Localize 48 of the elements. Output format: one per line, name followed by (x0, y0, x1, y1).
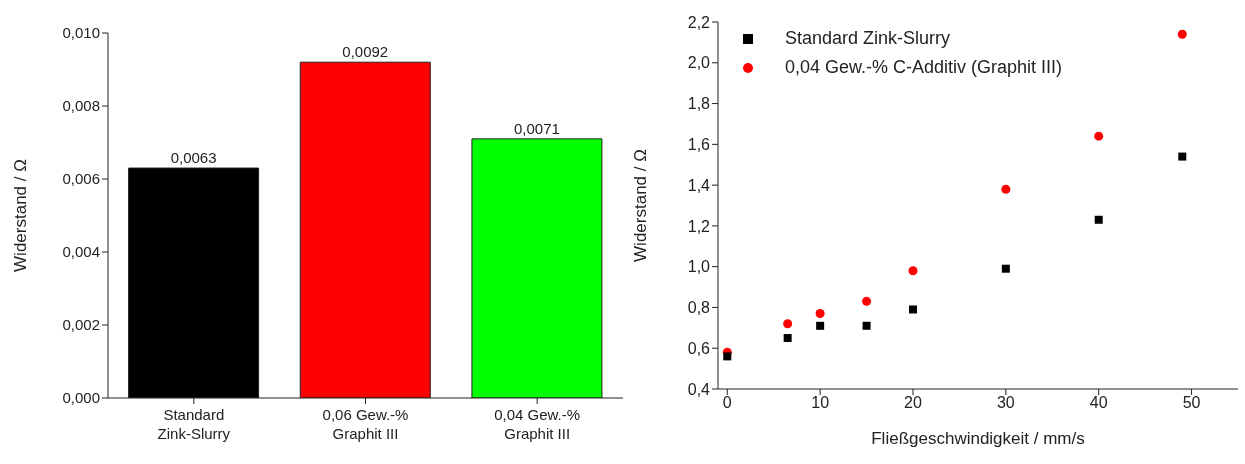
y-tick-label: 1,2 (687, 217, 711, 235)
y-tick-label: 1,8 (687, 95, 711, 113)
y-axis-title: Widerstand / Ω (631, 149, 651, 262)
data-label: 0,0092 (342, 43, 389, 61)
data-label: 0,0071 (513, 119, 560, 137)
point (815, 309, 825, 319)
point (862, 296, 872, 306)
x-tick-label: 0,04 Gew.-% Graphit III (494, 406, 581, 442)
y-tick-label: 0,004 (62, 243, 100, 261)
y-tick-label: 0,8 (687, 299, 711, 317)
x-tick-label: 0,06 Gew.-% Graphit III (322, 406, 409, 442)
y-tick-label: 0,002 (62, 316, 100, 334)
x-axis-title: Fließgeschwindigkeit / mm/s (871, 429, 1085, 448)
x-tick-label: 20 (904, 394, 922, 412)
y-tick-label: 0,010 (62, 24, 100, 42)
point (909, 305, 917, 314)
y-tick-label: 0,006 (62, 170, 100, 188)
point (1177, 29, 1187, 39)
x-tick-label: 40 (1089, 394, 1108, 412)
x-tick-label: 0 (722, 394, 732, 412)
y-tick-label: 0,6 (687, 339, 711, 357)
y-tick-label: 2,0 (687, 54, 711, 72)
legend-label: Standard Zink-Slurry (785, 27, 951, 50)
y-tick-label: 0,4 (687, 380, 711, 398)
point (1094, 215, 1103, 224)
y-tick-label: 1,0 (687, 258, 711, 276)
y-tick-label: 0,000 (62, 389, 100, 407)
y-tick-label: 2,2 (687, 13, 711, 31)
y-axis-title: Widerstand / Ω (11, 159, 31, 272)
data-label: 0,0063 (170, 149, 217, 167)
point (783, 319, 793, 329)
legend-label: 0,04 Gew.-% C-Additiv (Graphit III) (785, 56, 1063, 79)
x-tick-label: 30 (996, 394, 1015, 412)
point (1094, 131, 1104, 141)
x-tick-label: 10 (811, 394, 830, 412)
point (908, 266, 918, 276)
y-tick-label: 1,4 (687, 176, 711, 194)
point (1178, 152, 1187, 161)
point (723, 352, 732, 361)
point (816, 321, 825, 330)
x-tick-label: 50 (1182, 394, 1201, 412)
point (862, 321, 871, 330)
point (1001, 264, 1010, 273)
y-tick-label: 0,008 (62, 97, 100, 115)
y-tick-label: 1,6 (687, 136, 711, 154)
x-tick-label: Standard Zink-Slurry (157, 406, 231, 442)
point (783, 334, 792, 343)
point (1001, 184, 1011, 194)
